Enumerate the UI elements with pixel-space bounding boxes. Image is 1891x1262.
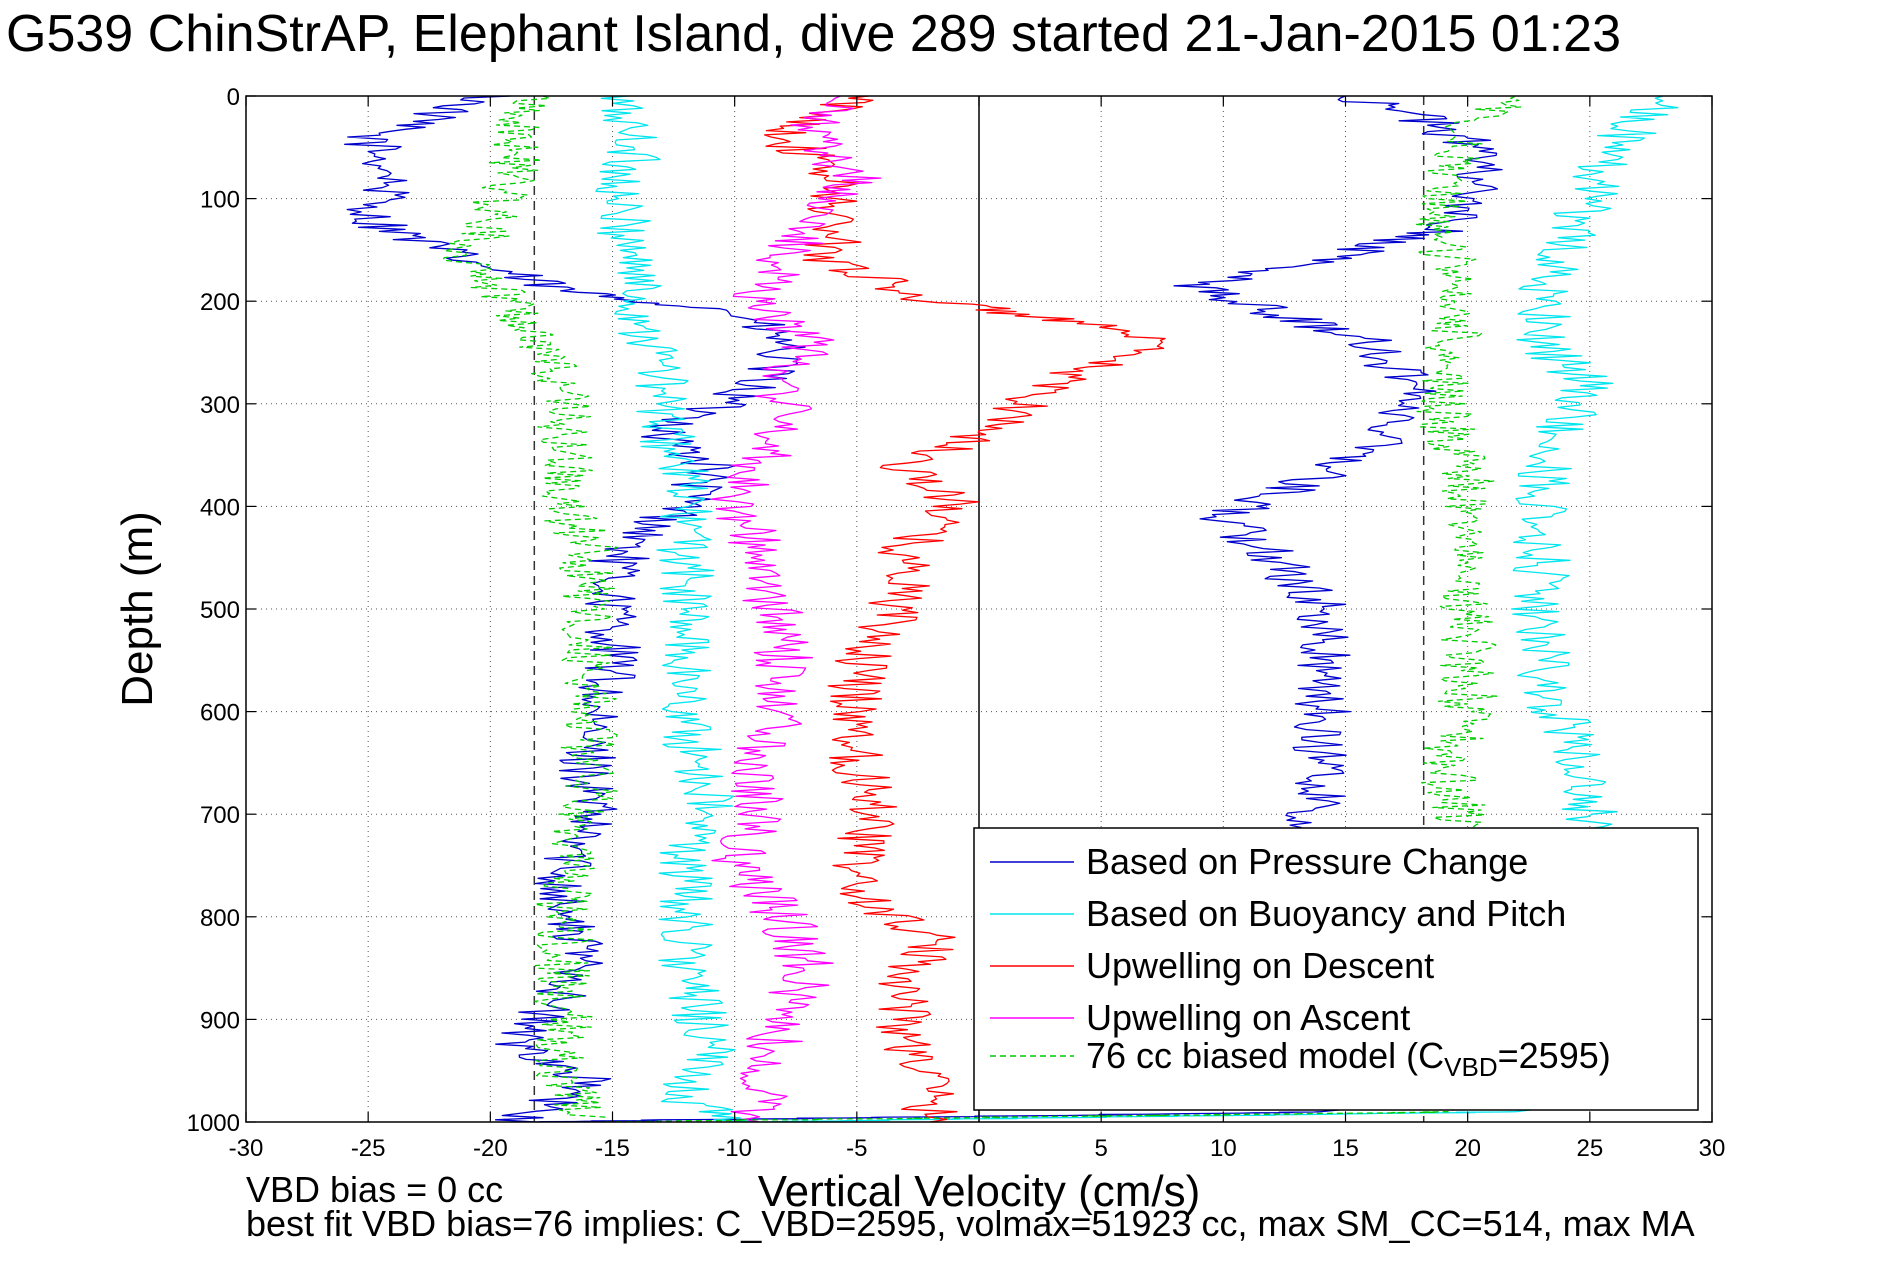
x-tick-label: 5 [1094, 1135, 1107, 1162]
chart-title: G539 ChinStrAP, Elephant Island, dive 28… [6, 5, 1622, 63]
y-tick-label: 600 [200, 700, 240, 727]
legend-box [973, 827, 1699, 1111]
x-tick-label: 10 [1210, 1135, 1237, 1162]
series-line [710, 95, 882, 1123]
y-tick-label: 400 [200, 494, 240, 521]
x-axis-label: Vertical Velocity (cm/s) [758, 1167, 1201, 1216]
footer-line-1: VBD bias = 0 cc [246, 1169, 504, 1210]
y-tick-label: 1000 [187, 1110, 240, 1137]
legend-label: Based on Buoyancy and Pitch [1086, 893, 1566, 934]
y-tick-label: 100 [200, 187, 240, 214]
y-tick-label: 300 [200, 392, 240, 419]
y-tick-label: 0 [227, 84, 240, 111]
y-tick-label: 800 [200, 905, 240, 932]
y-axis-label: Depth (m) [113, 511, 162, 707]
x-tick-label: 15 [1332, 1135, 1359, 1162]
x-tick-label: 20 [1454, 1135, 1481, 1162]
x-tick-label: -20 [473, 1135, 508, 1162]
x-tick-label: -25 [351, 1135, 386, 1162]
x-tick-label: -10 [717, 1135, 752, 1162]
legend-label: Based on Pressure Change [1086, 841, 1528, 882]
footer-line-2: best fit VBD bias=76 implies: C_VBD=2595… [246, 1203, 1695, 1244]
y-tick-label: 500 [200, 597, 240, 624]
legend-label: Upwelling on Ascent [1086, 997, 1410, 1038]
x-tick-label: -15 [595, 1135, 630, 1162]
y-tick-label: 700 [200, 802, 240, 829]
x-tick-label: 30 [1699, 1135, 1726, 1162]
x-tick-label: -5 [846, 1135, 867, 1162]
y-tick-label: 200 [200, 289, 240, 316]
y-tick-label: 900 [200, 1007, 240, 1034]
series-line [344, 95, 1503, 1123]
x-tick-label: 0 [972, 1135, 985, 1162]
series-line [595, 95, 1679, 1123]
x-tick-label: 25 [1576, 1135, 1603, 1162]
x-tick-label: -30 [229, 1135, 264, 1162]
series-line [763, 95, 1166, 1123]
legend-label: 76 cc biased model (CVBD=2595) [1086, 1035, 1611, 1082]
legend-label: Upwelling on Descent [1086, 945, 1434, 986]
